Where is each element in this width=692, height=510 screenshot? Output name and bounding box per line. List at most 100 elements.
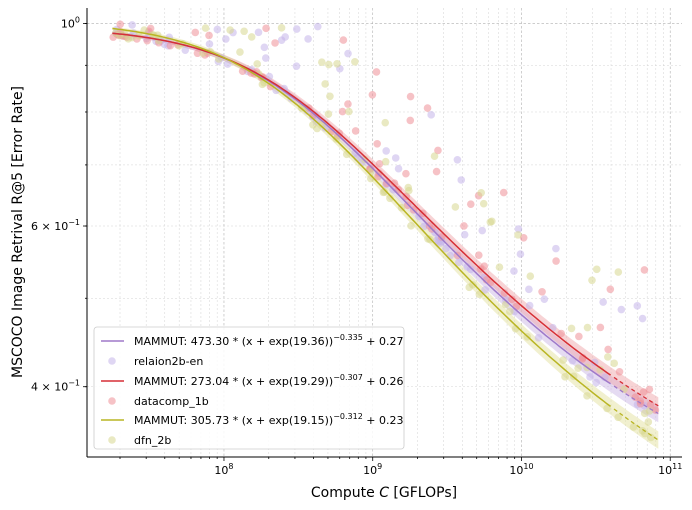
data-point-datacomp-1b bbox=[596, 323, 605, 332]
data-point-datacomp-1b bbox=[645, 385, 654, 394]
data-point-dfn-2b bbox=[629, 423, 638, 431]
data-point-relaion2b-en bbox=[313, 22, 322, 31]
data-point-relaion2b-en bbox=[540, 295, 549, 304]
data-point-dfn-2b bbox=[640, 409, 649, 418]
data-point-datacomp-1b bbox=[403, 201, 412, 210]
data-point-dfn-2b bbox=[381, 157, 390, 166]
data-point-relaion2b-en bbox=[344, 49, 352, 58]
data-point-datacomp-1b bbox=[508, 295, 516, 304]
fit-line-extrapolation-datacomp-1b bbox=[613, 376, 659, 407]
legend-label-datacomp-1b: datacomp_1b bbox=[134, 395, 209, 408]
data-point-dfn-2b bbox=[240, 27, 248, 36]
data-point-relaion2b-en bbox=[457, 176, 466, 184]
data-point-datacomp-1b bbox=[480, 262, 489, 270]
fit-line-extrapolation-dfn-2b bbox=[613, 408, 659, 441]
x-axis-label: Compute C [GFLOPs] bbox=[311, 485, 457, 501]
data-point-relaion2b-en bbox=[478, 226, 487, 235]
data-point-dfn-2b bbox=[614, 268, 623, 276]
data-point-relaion2b-en bbox=[128, 21, 136, 29]
data-point-relaion2b-en bbox=[223, 60, 232, 68]
data-point-dfn-2b bbox=[325, 60, 333, 69]
data-point-relaion2b-en bbox=[292, 62, 301, 70]
data-point-dfn-2b bbox=[567, 324, 576, 333]
data-point-dfn-2b bbox=[505, 307, 514, 316]
data-point-dfn-2b bbox=[277, 24, 286, 32]
data-point-datacomp-1b bbox=[557, 329, 565, 338]
data-point-relaion2b-en bbox=[453, 155, 462, 164]
fit-line-datacomp-1b bbox=[112, 32, 612, 376]
data-point-datacomp-1b bbox=[338, 107, 347, 116]
data-point-relaion2b-en bbox=[261, 54, 270, 62]
data-point-dfn-2b bbox=[236, 48, 244, 56]
data-point-datacomp-1b bbox=[437, 233, 446, 241]
data-point-relaion2b-en bbox=[568, 356, 577, 365]
data-point-datacomp-1b bbox=[406, 116, 415, 125]
data-point-relaion2b-en bbox=[525, 285, 533, 294]
data-point-datacomp-1b bbox=[116, 20, 125, 29]
data-point-relaion2b-en bbox=[254, 28, 263, 37]
legend-label-dfn-2b: dfn_2b bbox=[134, 434, 171, 447]
data-point-relaion2b-en bbox=[466, 265, 475, 274]
data-point-relaion2b-en bbox=[516, 250, 525, 258]
data-point-dfn-2b bbox=[610, 359, 618, 368]
data-point-datacomp-1b bbox=[519, 233, 528, 242]
data-point-relaion2b-en bbox=[592, 378, 600, 387]
data-point-datacomp-1b bbox=[368, 90, 377, 99]
legend-fit-label-relaion2b-en: MAMMUT: 473.30 * (x + exp(19.36))−0.335 … bbox=[134, 333, 404, 348]
data-point-relaion2b-en bbox=[460, 230, 469, 239]
data-point-dfn-2b bbox=[332, 135, 341, 143]
data-point-relaion2b-en bbox=[292, 25, 301, 33]
data-point-relaion2b-en bbox=[304, 35, 312, 43]
data-point-datacomp-1b bbox=[538, 287, 546, 296]
data-point-datacomp-1b bbox=[271, 39, 279, 47]
data-point-dfn-2b bbox=[407, 222, 415, 230]
y-ticks: 100 6 × 10−1 4 × 10−1 bbox=[31, 16, 87, 394]
data-point-dfn-2b bbox=[614, 413, 622, 422]
data-point-relaion2b-en bbox=[442, 244, 450, 253]
data-point-datacomp-1b bbox=[651, 406, 660, 414]
data-point-dfn-2b bbox=[201, 24, 210, 32]
data-point-relaion2b-en bbox=[382, 147, 390, 155]
data-point-relaion2b-en bbox=[514, 225, 523, 233]
legend-marker-relaion2b-en bbox=[108, 357, 116, 365]
data-point-dfn-2b bbox=[140, 26, 149, 34]
data-point-dfn-2b bbox=[479, 199, 488, 208]
data-point-relaion2b-en bbox=[633, 302, 642, 310]
data-point-dfn-2b bbox=[477, 188, 485, 197]
data-point-relaion2b-en bbox=[599, 298, 607, 306]
legend-label-relaion2b-en: relaion2b-en bbox=[134, 355, 203, 368]
data-point-datacomp-1b bbox=[615, 367, 624, 376]
data-point-datacomp-1b bbox=[423, 104, 432, 112]
data-point-relaion2b-en bbox=[481, 286, 489, 294]
data-point-relaion2b-en bbox=[510, 267, 518, 275]
legend-fit-label-dfn-2b: MAMMUT: 305.73 * (x + exp(19.15))−0.312 … bbox=[134, 412, 404, 427]
data-point-dfn-2b bbox=[451, 203, 460, 211]
data-point-dfn-2b bbox=[604, 353, 612, 361]
data-point-datacomp-1b bbox=[266, 82, 275, 91]
data-point-relaion2b-en bbox=[181, 46, 190, 54]
y-tick-label: 4 × 10−1 bbox=[31, 379, 80, 394]
data-point-dfn-2b bbox=[333, 59, 341, 68]
data-point-dfn-2b bbox=[583, 392, 591, 400]
data-point-dfn-2b bbox=[592, 265, 601, 274]
data-point-dfn-2b bbox=[559, 356, 567, 364]
data-point-dfn-2b bbox=[361, 155, 369, 164]
data-point-dfn-2b bbox=[561, 373, 569, 381]
data-point-dfn-2b bbox=[514, 231, 522, 239]
data-point-dfn-2b bbox=[641, 429, 649, 438]
data-point-datacomp-1b bbox=[146, 24, 155, 33]
data-point-dfn-2b bbox=[588, 276, 596, 285]
data-point-datacomp-1b bbox=[500, 289, 509, 297]
grid bbox=[87, 8, 682, 457]
data-point-dfn-2b bbox=[253, 60, 261, 68]
data-point-relaion2b-en bbox=[260, 43, 269, 52]
data-point-datacomp-1b bbox=[191, 28, 200, 37]
fit-line-extrapolation-relaion2b-en bbox=[613, 385, 659, 415]
y-tick-label: 100 bbox=[61, 16, 80, 31]
data-point-datacomp-1b bbox=[432, 167, 441, 176]
data-point-datacomp-1b bbox=[143, 36, 151, 45]
data-point-datacomp-1b bbox=[390, 179, 399, 188]
data-point-datacomp-1b bbox=[372, 68, 381, 76]
data-point-datacomp-1b bbox=[434, 146, 442, 155]
